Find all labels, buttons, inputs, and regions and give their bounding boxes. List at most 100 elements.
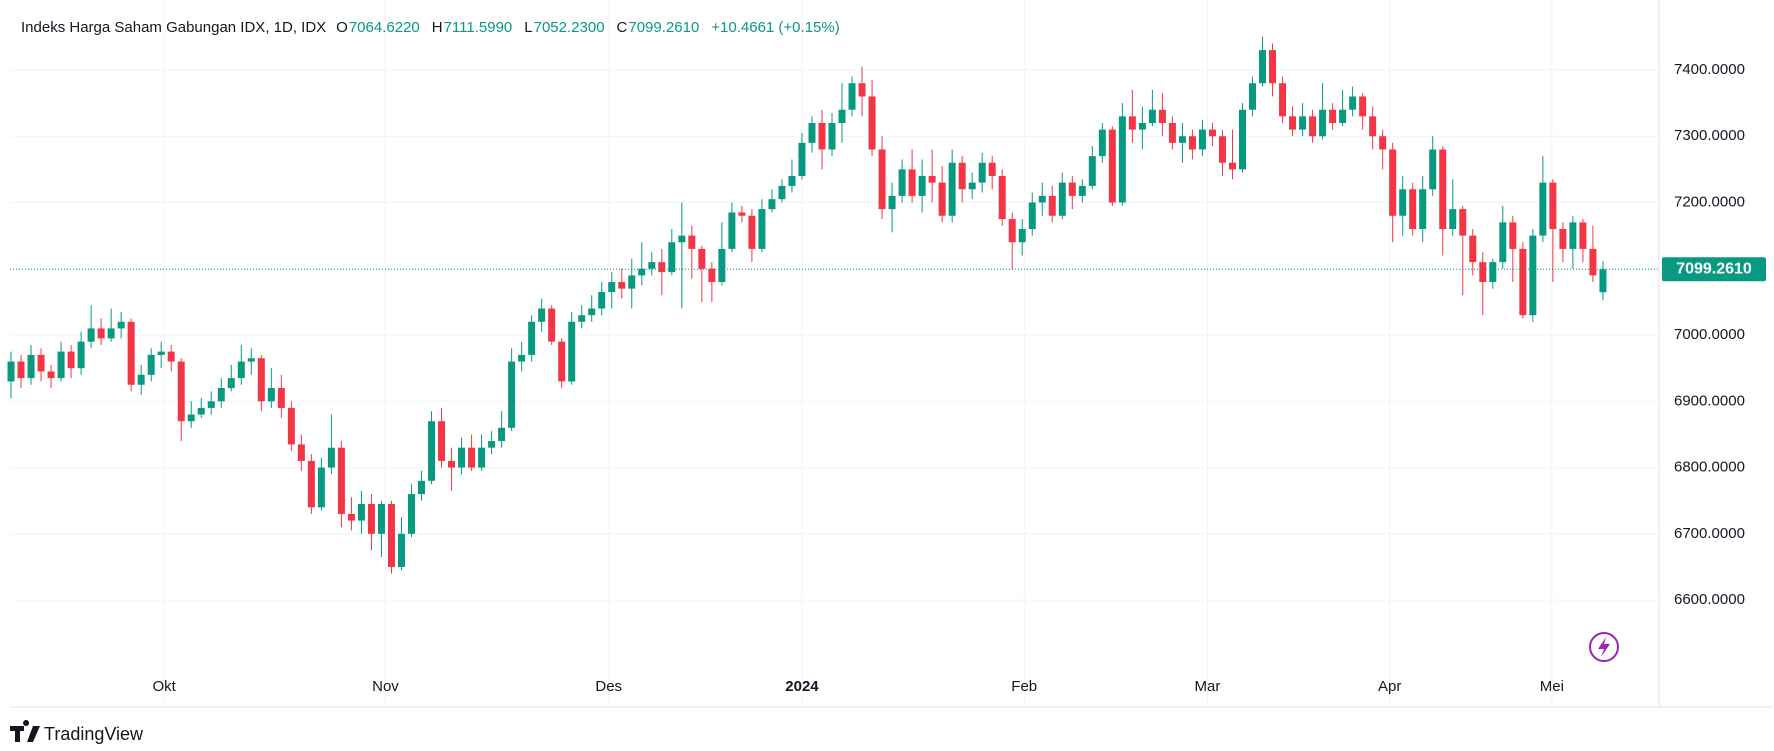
candle-body (7, 361, 15, 382)
candle-body (137, 374, 145, 385)
logo: TradingView (10, 720, 144, 744)
candle-body (1489, 262, 1497, 283)
candle-body (1479, 262, 1487, 283)
ohlc-value: 7111.5990 (444, 19, 513, 36)
candle-body (117, 321, 125, 329)
candle-body (1098, 129, 1106, 157)
alert-icon[interactable] (1589, 632, 1619, 662)
x-tick-label: Des (595, 678, 622, 695)
candle-body (998, 175, 1006, 220)
candle-body (347, 513, 355, 521)
candle-body (187, 414, 195, 422)
candle-body (1559, 229, 1567, 249)
candles (7, 36, 1659, 574)
y-tick-label: 6600.0000 (1674, 591, 1745, 608)
y-tick-label: 6900.0000 (1674, 392, 1745, 409)
ohlc-header: O 7064.6220 H 7111.5990 L 7052.2300 C 7099.2610… (336, 19, 840, 36)
candle-body (1138, 122, 1146, 130)
candle-body (518, 354, 526, 362)
candle-body (87, 328, 95, 342)
candle-body (357, 504, 365, 521)
axes: 6600.0000 6700.0000 6800.0000 6900.0000 7000… (153, 61, 1766, 695)
brand: TradingView (44, 724, 144, 744)
candle-body (928, 175, 936, 183)
candle-body (1238, 109, 1246, 170)
y-tick-label: 6700.0000 (1674, 525, 1745, 542)
candle-body (1188, 136, 1196, 150)
x-tick-label: Okt (153, 678, 177, 695)
candle-body (267, 388, 275, 402)
candle-body (598, 291, 606, 309)
candle-body (317, 467, 325, 508)
candle-body (1128, 116, 1136, 130)
candle-body (448, 460, 456, 468)
ohlc-value: 7064.6220 (349, 19, 420, 36)
candle-body (568, 321, 576, 382)
candle-body (1499, 222, 1507, 263)
candle-body (718, 248, 726, 283)
candle-body (708, 268, 716, 283)
y-tick-label: 6800.0000 (1674, 459, 1745, 476)
candle-body (1068, 182, 1076, 196)
y-tick-label: 7300.0000 (1674, 127, 1745, 144)
candle-body (1579, 222, 1587, 249)
candle-body (237, 361, 245, 379)
candle-body (668, 242, 676, 273)
candle-body (828, 122, 836, 150)
ohlc-key: C (617, 19, 628, 36)
candle-body (167, 351, 175, 362)
candle-body (377, 504, 385, 534)
candle-body (1339, 109, 1347, 123)
candle-body (428, 421, 436, 481)
candle-body (247, 358, 255, 362)
candle-body (1078, 185, 1086, 196)
candle-body (1118, 116, 1126, 203)
candle-body (548, 308, 556, 342)
candle-body (938, 182, 946, 216)
candle-body (217, 388, 225, 402)
candle-body (107, 328, 115, 339)
candle-body (1299, 116, 1307, 130)
candle-body (1359, 96, 1367, 117)
candle-body (1519, 248, 1527, 316)
candle-body (418, 480, 426, 495)
y-tick-label: 7200.0000 (1674, 193, 1745, 210)
y-tick-label: 7000.0000 (1674, 326, 1745, 343)
ohlc-key: O (336, 19, 348, 36)
candle-body (47, 371, 55, 379)
candle-body (77, 341, 85, 369)
candle-body (978, 162, 986, 183)
candle-body (888, 195, 896, 210)
candle-body (798, 142, 806, 176)
candle-body (1379, 136, 1387, 150)
candle-body (177, 361, 185, 422)
candle-body (367, 504, 375, 534)
candle-body (327, 447, 335, 468)
candle-body (488, 441, 496, 448)
candle-body (1168, 122, 1176, 143)
candle-body (1439, 149, 1447, 230)
candle-body (558, 341, 566, 382)
candle-body (397, 533, 405, 567)
candle-body (287, 407, 295, 445)
candle-body (1259, 50, 1267, 84)
candle-body (958, 162, 966, 190)
candle-body (387, 504, 395, 567)
candle-body (127, 321, 135, 385)
candle-body (307, 460, 315, 508)
chart-title: Indeks Harga Saham Gabungan IDX, 1D, IDX (21, 19, 326, 36)
candle-body (1349, 96, 1357, 110)
candle-body (678, 235, 686, 243)
ohlc-key: H (432, 19, 443, 36)
candle-body (968, 182, 976, 190)
candle-body (578, 315, 586, 322)
candle-body (498, 427, 506, 442)
candle-body (858, 83, 866, 97)
candle-body (1599, 269, 1607, 293)
candle-body (37, 354, 45, 372)
candle-body (1108, 129, 1116, 203)
candle-body (988, 162, 996, 176)
candle-body (688, 235, 696, 249)
candle-body (1249, 83, 1257, 110)
